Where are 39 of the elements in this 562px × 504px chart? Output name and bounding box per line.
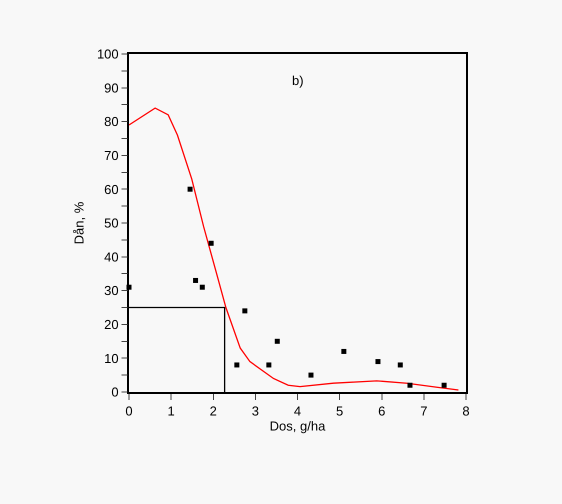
annotation: b) xyxy=(292,73,304,88)
point xyxy=(442,382,447,388)
point xyxy=(341,348,346,354)
line-series xyxy=(129,107,460,391)
y-axis-title: Dån, % xyxy=(71,201,86,244)
y-tick-label: 30 xyxy=(104,283,119,298)
point xyxy=(398,362,403,368)
point xyxy=(200,284,205,290)
x-tick-label: 6 xyxy=(378,403,386,418)
point xyxy=(193,278,198,283)
y-tick-label: 60 xyxy=(104,182,119,197)
y-tick-label: 80 xyxy=(104,114,119,130)
y-tick-label: 0 xyxy=(111,384,119,400)
point xyxy=(407,382,412,388)
x-tick-label: 0 xyxy=(125,403,133,418)
y-tick-label: 90 xyxy=(104,80,119,96)
point xyxy=(234,362,240,368)
x-tick-label: 4 xyxy=(294,403,302,418)
x-tick-label: 1 xyxy=(168,403,175,418)
point xyxy=(126,284,132,290)
y-tick-label: 100 xyxy=(96,46,119,62)
point xyxy=(188,186,193,192)
x-tick-label: 7 xyxy=(420,403,428,418)
y-tick-label: 20 xyxy=(104,316,119,332)
x-tick-label: 5 xyxy=(336,403,344,418)
point xyxy=(266,362,272,368)
point xyxy=(308,372,314,378)
x-tick-label: 3 xyxy=(252,403,259,418)
x-tick-label: 8 xyxy=(462,403,470,418)
x-axis-title: Dos, g/ha xyxy=(270,418,326,434)
y-tick-label: 40 xyxy=(104,249,119,264)
point xyxy=(208,240,214,246)
point xyxy=(242,308,248,314)
point xyxy=(274,338,280,344)
point xyxy=(375,359,380,364)
y-tick-label: 70 xyxy=(104,148,119,163)
y-tick-label: 10 xyxy=(104,350,119,366)
x-tick-label: 2 xyxy=(210,403,217,418)
y-tick-label: 50 xyxy=(104,216,119,231)
